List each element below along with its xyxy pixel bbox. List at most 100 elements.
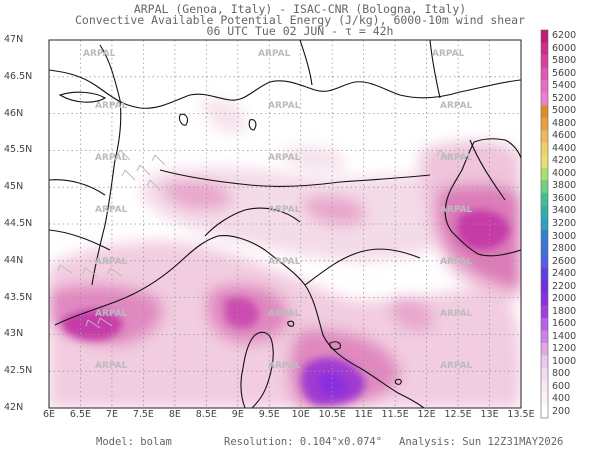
lon-tick-label: 9.5E xyxy=(258,409,280,420)
watermark-text: ARPAL xyxy=(258,49,291,59)
watermark-text: ARPAL xyxy=(440,257,473,267)
title-line-2: Convective Available Potential Energy (J… xyxy=(74,13,526,27)
colorbar-label: 6000 xyxy=(552,42,577,54)
colorbar-label: 2200 xyxy=(552,280,577,292)
colorbar-label: 5800 xyxy=(552,55,577,67)
watermarks: ARPAL ARPAL ARPAL ARPAL ARPAL ARPAL ARPA… xyxy=(83,49,473,371)
colorbar-label: 3400 xyxy=(552,205,577,217)
lat-tick-label: 42.5N xyxy=(4,365,33,377)
map-frame xyxy=(48,39,522,409)
watermark-text: ARPAL xyxy=(95,361,128,371)
colorbar-label: 1000 xyxy=(552,355,577,367)
lon-tick-label: 9E xyxy=(231,409,244,420)
colorbar-swatch xyxy=(541,30,548,44)
model-label: Model: bolam xyxy=(96,436,172,448)
colorbar-label: 600 xyxy=(552,380,571,392)
colorbar-label: 5600 xyxy=(552,67,577,79)
lon-tick-label: 12.5E xyxy=(444,409,472,420)
watermark-text: ARPAL xyxy=(95,309,128,319)
colorbar-swatch xyxy=(541,67,548,81)
colorbar-label: 2000 xyxy=(552,293,577,305)
colorbar-label: 200 xyxy=(552,405,571,417)
colorbar-swatch xyxy=(541,105,548,119)
lat-tick-label: 45N xyxy=(4,181,24,193)
colorbar-swatch xyxy=(541,367,548,381)
colorbar-swatch xyxy=(541,142,548,156)
colorbar-swatch xyxy=(541,205,548,219)
colorbar-swatch xyxy=(541,280,548,294)
lon-tick-label: 11E xyxy=(354,409,373,420)
lon-tick-label: 7.5E xyxy=(132,409,154,420)
watermark-text: ARPAL xyxy=(95,257,128,267)
colorbar-swatch xyxy=(541,317,548,331)
lat-tick-label: 46N xyxy=(4,107,24,119)
colorbar xyxy=(540,29,549,419)
watermark-text: ARPAL xyxy=(268,101,301,111)
colorbar-swatch xyxy=(541,355,548,369)
lat-tick-label: 45.5N xyxy=(4,144,33,156)
watermark-text: ARPAL xyxy=(268,205,301,215)
colorbar-label: 2600 xyxy=(552,255,577,267)
watermark-text: ARPAL xyxy=(268,257,301,267)
lat-tick-label: 44N xyxy=(4,254,24,266)
lat-tick-label: 46.5N xyxy=(4,70,33,82)
watermark-text: ARPAL xyxy=(440,101,473,111)
colorbar-swatch xyxy=(541,292,548,306)
colorbar-label: 1800 xyxy=(552,305,577,317)
lon-tick-label: 6.5E xyxy=(69,409,92,420)
colorbar-label: 800 xyxy=(552,368,571,380)
watermark-text: ARPAL xyxy=(83,49,116,59)
coastlines-borders xyxy=(49,40,521,408)
lon-tick-label: 11.5E xyxy=(381,409,409,420)
lat-tick-label: 47N xyxy=(4,34,24,45)
colorbar-border xyxy=(540,29,549,419)
graticule xyxy=(49,40,521,408)
colorbar-label: 4400 xyxy=(552,142,577,154)
watermark-text: ARPAL xyxy=(432,49,465,59)
colorbar-swatch xyxy=(541,230,548,244)
colorbar-label: 4000 xyxy=(552,167,577,179)
watermark-text: ARPAL xyxy=(95,101,128,111)
watermark-text: ARPAL xyxy=(440,153,473,163)
colorbar-swatch xyxy=(541,92,548,106)
resolution-label: Resolution: 0.104°x0.074° xyxy=(224,436,383,448)
colorbar-swatch xyxy=(541,217,548,231)
colorbar-label: 3800 xyxy=(552,180,577,192)
colorbar-swatch xyxy=(541,392,548,406)
colorbar-label: 3600 xyxy=(552,192,577,204)
colorbar-swatch xyxy=(541,305,548,319)
colorbar-swatch xyxy=(541,242,548,256)
colorbar-label: 1400 xyxy=(552,330,577,342)
lat-tick-label: 44.5N xyxy=(4,218,33,229)
title-line-1: ARPAL (Genoa, Italy) - ISAC-CNR (Bologna… xyxy=(133,2,467,16)
colorbar-label: 1600 xyxy=(552,318,577,330)
lon-tick-label: 7E xyxy=(105,409,118,420)
colorbar-swatch xyxy=(541,267,548,281)
lon-tick-label: 8E xyxy=(168,409,181,420)
colorbar-swatch xyxy=(541,130,548,144)
title-line-3: 06 UTC Tue 02 JUN - τ = 42h xyxy=(206,24,394,38)
colorbar-swatch xyxy=(541,80,548,94)
colorbar-swatch xyxy=(541,192,548,206)
colorbar-swatch xyxy=(541,42,548,56)
wind-barbs xyxy=(57,149,451,329)
lon-tick-label: 6E xyxy=(42,409,56,420)
colorbar-label: 3200 xyxy=(552,218,577,229)
colorbar-label: 4200 xyxy=(552,155,577,167)
colorbar-swatch xyxy=(541,117,548,131)
colorbar-label: 3000 xyxy=(552,230,577,242)
colorbar-label: 4800 xyxy=(552,117,577,129)
colorbar-swatch xyxy=(541,155,548,169)
watermark-text: ARPAL xyxy=(268,309,301,319)
colorbar-label: 1200 xyxy=(552,343,577,355)
colorbar-label: 6200 xyxy=(552,30,577,42)
lon-tick-label: 8.5E xyxy=(195,409,217,420)
colorbar-swatch xyxy=(541,405,548,419)
colorbar-label: 2800 xyxy=(552,243,577,255)
colorbar-swatch xyxy=(541,380,548,394)
lon-tick-label: 13E xyxy=(480,409,499,420)
colorbar-label: 5200 xyxy=(552,92,577,104)
colorbar-label: 4600 xyxy=(552,130,577,142)
colorbar-swatch xyxy=(541,167,548,181)
